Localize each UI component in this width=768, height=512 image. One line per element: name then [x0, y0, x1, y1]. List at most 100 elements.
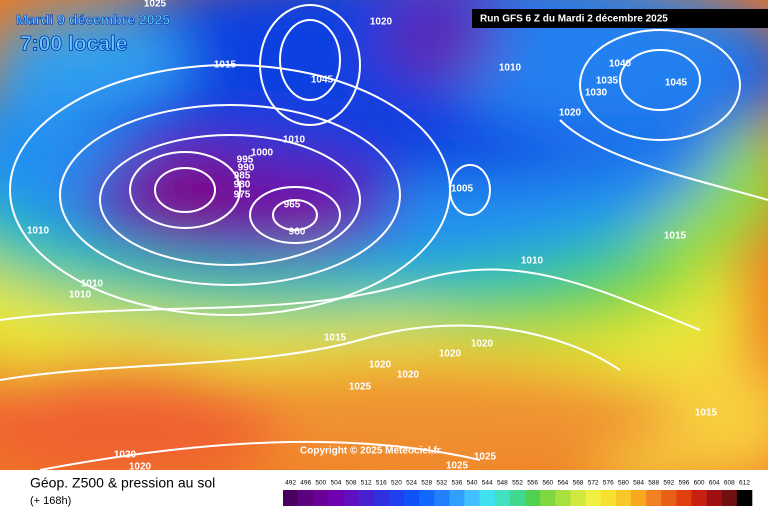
scale-swatch: [419, 490, 435, 506]
scale-swatch: [479, 490, 496, 506]
isobar-label: 1025: [474, 452, 497, 463]
isobar-label: 1025: [349, 382, 372, 393]
scale-swatch: [464, 490, 480, 506]
isobar-label: 1000: [251, 148, 274, 159]
time-label: 7:00 locale: [20, 33, 127, 56]
scale-swatch: [313, 490, 329, 506]
scale-label: 560: [542, 480, 553, 487]
scale-label: 512: [361, 480, 372, 487]
scale-label: 572: [588, 480, 599, 487]
isobar-label: 975: [234, 190, 251, 201]
isobar-label: 1005: [451, 184, 474, 195]
scale-swatch: [661, 490, 677, 506]
isobar-label: 980: [234, 180, 251, 191]
isobar-label: 1020: [559, 108, 582, 119]
scale-swatch: [404, 490, 420, 506]
isobar-label: 985: [234, 171, 251, 182]
scale-label: 580: [618, 480, 629, 487]
scale-label: 612: [739, 480, 750, 487]
scale-label: 568: [573, 480, 584, 487]
isobar-label: 960: [289, 227, 306, 238]
scale-swatch: [706, 490, 723, 506]
scale-label: 496: [300, 480, 311, 487]
date-label: Mardi 9 décembre 2025: [16, 12, 170, 28]
scale-swatch: [388, 490, 405, 506]
isobar-label: 1020: [114, 450, 137, 461]
scale-label: 556: [527, 480, 538, 487]
scale-swatch: [736, 490, 753, 506]
scale-swatch: [494, 490, 511, 506]
scale-swatch: [646, 490, 662, 506]
isobar-label: 1030: [585, 88, 608, 99]
isobar-label: 1010: [27, 226, 50, 237]
scale-label: 504: [331, 480, 342, 487]
scale-label: 588: [648, 480, 659, 487]
scale-label: 524: [406, 480, 417, 487]
isobar-label: 1010: [499, 63, 522, 74]
isobar-label: 965: [284, 200, 301, 211]
isobar-lines: [0, 4, 768, 470]
scale-swatch: [358, 490, 375, 506]
isobar-label: 995: [237, 155, 254, 166]
scale-swatch: [630, 490, 647, 506]
scale-swatch: [449, 490, 465, 506]
scale-swatch: [585, 490, 602, 506]
isobar-label: 1015: [664, 231, 687, 242]
scale-label: 576: [603, 480, 614, 487]
scale-swatch: [328, 490, 344, 506]
scale-label: 528: [421, 480, 432, 487]
scale-swatch: [721, 490, 738, 506]
isobar-label: 1015: [324, 333, 347, 344]
scale-label: 508: [346, 480, 357, 487]
scale-swatch: [298, 490, 314, 506]
scale-label: 608: [724, 480, 735, 487]
scale-label: 584: [633, 480, 644, 487]
isobar-label: 1020: [439, 349, 462, 360]
isobar-label: 1020: [370, 17, 393, 28]
isobar-label: 1020: [397, 370, 420, 381]
scale-label: 596: [678, 480, 689, 487]
isobar-label: 1020: [129, 462, 152, 473]
scale-label: 592: [663, 480, 674, 487]
scale-swatch: [373, 490, 390, 506]
scale-label: 540: [467, 480, 478, 487]
copyright: Copyright © 2025 Meteociel.fr: [300, 446, 441, 457]
scale-label: 548: [497, 480, 508, 487]
scale-label: 500: [315, 480, 326, 487]
run-box: [472, 9, 768, 28]
scale-swatch: [676, 490, 692, 506]
isobar-label: 1010: [283, 135, 306, 146]
scale-swatch: [691, 490, 707, 506]
scale-swatch: [525, 490, 541, 506]
scale-label: 544: [482, 480, 493, 487]
scale-label: 564: [557, 480, 568, 487]
scale-label: 552: [512, 480, 523, 487]
isobar-label: 1010: [521, 256, 544, 267]
scale-label: 536: [452, 480, 463, 487]
scale-label: 492: [285, 480, 296, 487]
isobar-label: 1045: [665, 78, 688, 89]
scale-swatch: [509, 490, 526, 506]
scale-swatch: [615, 490, 632, 506]
scale-label: 532: [436, 480, 447, 487]
scale-swatch: [540, 490, 556, 506]
scale-swatch: [434, 490, 450, 506]
isobar-label: 1040: [609, 59, 632, 70]
isobar-label: 1015: [214, 60, 237, 71]
isobar-label: 1020: [369, 360, 392, 371]
isobar-label: 1010: [69, 290, 92, 301]
footer-title: Géop. Z500 & pression au sol: [30, 475, 215, 491]
scale-swatch: [283, 490, 299, 506]
scale-swatch: [570, 490, 586, 506]
scale-swatch: [555, 490, 571, 506]
isobar-label: 1045: [311, 75, 334, 86]
isobar-label: 1025: [144, 0, 167, 10]
isobar-label: 990: [238, 163, 255, 174]
isobar-label: 1010: [81, 279, 104, 290]
run-label: Run GFS 6 Z du Mardi 2 décembre 2025: [480, 14, 668, 25]
scale-swatch: [600, 490, 617, 506]
scale-label: 520: [391, 480, 402, 487]
isobar-label: 1020: [471, 339, 494, 350]
scale-label: 604: [709, 480, 720, 487]
